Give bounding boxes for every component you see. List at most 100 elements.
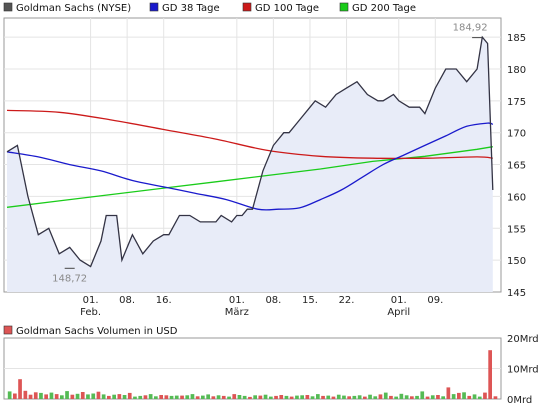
volume-bar [133,396,137,399]
volume-bar [60,395,64,399]
volume-bar [211,396,216,399]
volume-bar [107,395,111,399]
volume-bar [117,394,122,399]
volume-bar [154,396,158,399]
volume-bar [39,392,43,399]
volume-bar [300,395,304,399]
y-tick-label: 170 [507,129,526,140]
volume-bar [232,394,237,399]
volume-bar [96,391,101,399]
volume-bar [483,392,487,399]
volume-bar [269,396,273,399]
y-tick-label: 165 [507,161,526,172]
volume-bar [457,392,461,399]
volume-bar [378,394,383,399]
volume-bar [462,392,466,399]
volume-bar [347,396,351,399]
x-tick-month-label: April [387,307,410,318]
volume-bar [28,394,33,399]
volume-bar [451,394,456,399]
volume-bar [80,392,85,399]
volume-bar [44,394,48,399]
volume-bar [352,395,357,399]
volume-bar [326,395,331,399]
volume-bar [174,395,179,399]
volume-bar [342,395,346,399]
volume-bar [477,396,482,399]
y-tick-label: 145 [507,288,526,299]
volume-bar [274,395,278,399]
x-tick-month-label: März [225,307,249,318]
volume-bar [373,396,378,399]
series-line-gd-38-tage [6,122,494,211]
volume-bar [227,396,231,399]
x-tick-label: 01. [229,295,245,306]
legend-label: GD 200 Tage [352,3,416,14]
y-tick-label: 160 [507,192,526,203]
volume-bar [49,392,54,399]
volume-bar [399,393,404,399]
volume-bar [101,394,106,399]
volume-bar [363,396,367,399]
volume-bar [289,396,294,399]
volume-bar [190,394,195,399]
legend-swatch [242,2,252,12]
volume-bar [7,391,12,399]
volume-bar [383,392,388,399]
volume-bar [18,379,22,399]
volume-bar [336,394,341,399]
series-line-gd-100-tage [6,109,493,160]
legend-label: Goldman Sachs (NYSE) [16,3,131,14]
y-tick-label: 155 [507,224,526,235]
volume-bar [357,395,362,399]
volume-bar [23,390,28,399]
volume-bar [310,396,315,399]
y-tick-label: 150 [507,256,526,267]
volume-bar [13,393,17,399]
volume-bar [305,395,310,399]
volume-bar [33,392,38,399]
volume-bar [263,394,268,399]
volume-bar [75,393,80,399]
volume-bar [420,391,425,399]
volume-bar [425,396,430,399]
volume-bar [394,396,398,399]
volume-bar [148,394,153,399]
volume-bar [441,396,445,399]
volume-bar [169,395,174,399]
volume-bar [258,395,263,399]
y-tick-label: 180 [507,65,526,76]
volume-bar [467,395,472,399]
x-tick-label: 22. [339,295,355,306]
volume-bar [221,395,226,399]
volume-bar [70,394,75,399]
volume-bar [164,395,169,399]
volume-bar [430,395,435,399]
volume-bar [446,387,451,399]
volume-bar [122,395,127,399]
volume-title: Goldman Sachs Volumen in USD [16,326,178,337]
x-tick-label: 15. [302,295,318,306]
x-tick-label: 16. [156,295,172,306]
x-tick-month-label: Feb. [80,307,101,318]
legend-label: GD 38 Tage [162,3,220,14]
volume-bar [436,395,440,399]
series-line-gd-200-tage [6,146,493,208]
y-tick-label: 175 [507,97,526,108]
x-tick-label: 08. [265,295,281,306]
volume-bar [415,395,419,399]
legend-label: GD 100 Tage [255,3,319,14]
volume-bar [91,393,96,399]
legend-swatch [3,2,13,12]
volume-bar [279,395,284,399]
volume-tick-label: 10Mrd [507,365,539,376]
volume-bar [316,394,320,399]
price-area [7,37,493,292]
volume-bar [159,395,163,399]
volume-bar [185,395,190,399]
volume-tick-label: 0Mrd [507,395,532,406]
x-tick-label: 08. [119,295,135,306]
volume-bar [404,395,409,399]
